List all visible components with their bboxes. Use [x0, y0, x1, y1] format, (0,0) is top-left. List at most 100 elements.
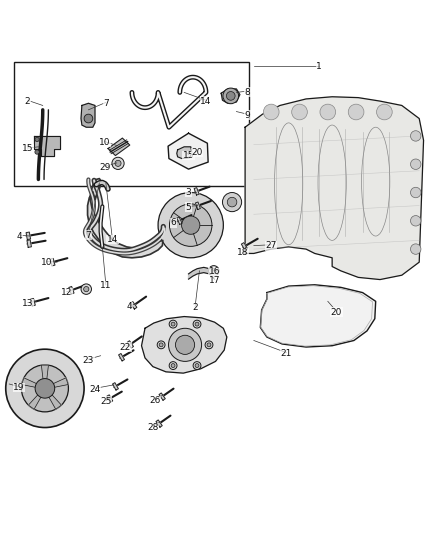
- Polygon shape: [245, 97, 424, 279]
- Polygon shape: [107, 395, 113, 402]
- Circle shape: [182, 216, 200, 235]
- Text: 18: 18: [237, 248, 249, 257]
- Circle shape: [320, 104, 336, 120]
- Polygon shape: [119, 353, 124, 361]
- Circle shape: [193, 362, 201, 369]
- Text: 24: 24: [89, 385, 101, 394]
- Polygon shape: [127, 341, 134, 348]
- Polygon shape: [42, 365, 49, 379]
- Polygon shape: [260, 285, 376, 347]
- Circle shape: [158, 192, 223, 258]
- Circle shape: [6, 349, 84, 427]
- Circle shape: [35, 378, 55, 398]
- Circle shape: [208, 265, 219, 276]
- Text: 27: 27: [265, 241, 277, 250]
- Text: 11: 11: [100, 281, 112, 290]
- Circle shape: [226, 92, 235, 100]
- Circle shape: [84, 287, 89, 292]
- Polygon shape: [22, 378, 36, 387]
- Text: 21: 21: [281, 349, 292, 358]
- Polygon shape: [81, 103, 95, 127]
- Text: 16: 16: [209, 267, 220, 276]
- Text: 23: 23: [83, 356, 94, 365]
- Polygon shape: [50, 259, 55, 266]
- Circle shape: [115, 160, 121, 166]
- Text: 10: 10: [41, 257, 53, 266]
- Text: 29: 29: [99, 163, 111, 172]
- Text: 20: 20: [331, 308, 342, 317]
- Circle shape: [195, 322, 199, 326]
- Polygon shape: [221, 89, 240, 103]
- Polygon shape: [131, 302, 137, 309]
- Text: 1: 1: [316, 62, 322, 71]
- Circle shape: [171, 322, 175, 326]
- Circle shape: [169, 328, 201, 361]
- Circle shape: [223, 192, 242, 212]
- Polygon shape: [49, 395, 61, 409]
- Text: 15: 15: [22, 144, 33, 154]
- Polygon shape: [195, 202, 200, 209]
- Polygon shape: [26, 232, 31, 239]
- Text: 4: 4: [17, 231, 22, 240]
- Text: 12: 12: [61, 288, 72, 297]
- Circle shape: [410, 159, 421, 169]
- Circle shape: [169, 320, 177, 328]
- Polygon shape: [177, 217, 182, 224]
- Polygon shape: [194, 188, 199, 195]
- Text: 2: 2: [25, 96, 30, 106]
- Polygon shape: [141, 317, 227, 373]
- Polygon shape: [34, 136, 60, 156]
- Polygon shape: [88, 179, 163, 258]
- Circle shape: [211, 268, 216, 273]
- Text: 25: 25: [100, 397, 112, 406]
- Text: 8: 8: [244, 88, 250, 97]
- Circle shape: [410, 244, 421, 254]
- Circle shape: [227, 197, 237, 207]
- Circle shape: [263, 104, 279, 120]
- Circle shape: [377, 104, 392, 120]
- Polygon shape: [108, 138, 130, 156]
- Circle shape: [35, 150, 39, 154]
- Circle shape: [410, 131, 421, 141]
- Text: 7: 7: [85, 231, 91, 240]
- Circle shape: [21, 365, 68, 412]
- Circle shape: [410, 187, 421, 198]
- Text: 20: 20: [191, 148, 203, 157]
- Polygon shape: [113, 383, 118, 390]
- Text: 3: 3: [186, 188, 191, 197]
- Polygon shape: [27, 240, 32, 247]
- Text: 10: 10: [99, 138, 111, 147]
- Polygon shape: [241, 243, 247, 250]
- Circle shape: [170, 204, 212, 246]
- Polygon shape: [28, 395, 41, 409]
- Text: 14: 14: [200, 96, 212, 106]
- Text: 28: 28: [147, 423, 159, 432]
- Circle shape: [205, 341, 213, 349]
- Circle shape: [195, 364, 199, 368]
- Polygon shape: [30, 298, 35, 306]
- Circle shape: [159, 343, 163, 347]
- Circle shape: [223, 88, 239, 104]
- Text: 26: 26: [149, 396, 160, 405]
- Circle shape: [410, 215, 421, 226]
- Text: 5: 5: [186, 203, 191, 212]
- Polygon shape: [177, 147, 192, 158]
- Polygon shape: [156, 420, 162, 427]
- Circle shape: [35, 137, 39, 142]
- Text: 4: 4: [127, 302, 133, 311]
- Circle shape: [81, 284, 92, 294]
- Text: 22: 22: [120, 343, 131, 352]
- Circle shape: [207, 343, 211, 347]
- Text: 9: 9: [244, 110, 250, 119]
- Polygon shape: [53, 378, 68, 387]
- Text: 2: 2: [192, 303, 198, 312]
- Polygon shape: [159, 393, 165, 400]
- Polygon shape: [188, 268, 214, 279]
- Circle shape: [176, 335, 194, 354]
- Text: 19: 19: [13, 383, 25, 392]
- Circle shape: [112, 157, 124, 169]
- Circle shape: [84, 114, 93, 123]
- Circle shape: [157, 341, 165, 349]
- Text: 13: 13: [22, 299, 33, 308]
- Text: 6: 6: [170, 219, 176, 228]
